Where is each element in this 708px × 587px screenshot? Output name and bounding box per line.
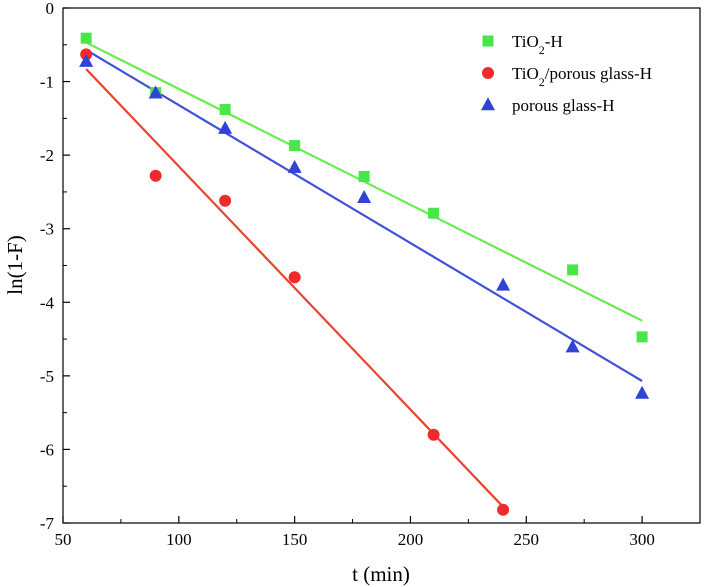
axis-ticks: 50 100 150 200 250 300 0 -1 -2 -3 -4 -5 -6 -7 bbox=[40, 0, 655, 549]
legend-marker-1 bbox=[482, 67, 494, 79]
point-series-2 bbox=[496, 277, 511, 291]
y-tick-label: -3 bbox=[40, 220, 54, 239]
fit-line-series-1 bbox=[85, 68, 504, 508]
y-axis-title: ln(1-F) bbox=[3, 235, 27, 295]
y-tick-label: -7 bbox=[40, 514, 55, 533]
point-series-1 bbox=[427, 428, 440, 441]
legend-marker-2 bbox=[481, 97, 495, 111]
legend-label-0: TiO2-H bbox=[512, 32, 563, 57]
y-tick-label: 0 bbox=[46, 0, 55, 18]
point-series-0 bbox=[289, 140, 301, 152]
point-series-0 bbox=[219, 104, 231, 116]
y-tick-label: -1 bbox=[40, 73, 54, 92]
y-tick-label: -6 bbox=[40, 440, 54, 459]
data-points bbox=[79, 32, 650, 516]
x-axis-title: t (min) bbox=[352, 562, 410, 586]
point-series-2 bbox=[218, 120, 233, 134]
x-tick-label: 200 bbox=[398, 530, 424, 549]
point-series-2 bbox=[148, 85, 163, 99]
point-series-2 bbox=[565, 339, 580, 353]
point-series-0 bbox=[80, 32, 92, 44]
point-series-2 bbox=[287, 159, 302, 173]
plot-frame bbox=[62, 7, 701, 524]
x-tick-label: 300 bbox=[629, 530, 655, 549]
y-tick-label: -2 bbox=[40, 146, 54, 165]
legend-label-2: porous glass-H bbox=[512, 96, 614, 115]
x-tick-label: 50 bbox=[55, 530, 72, 549]
point-series-0 bbox=[636, 331, 648, 343]
point-series-2 bbox=[635, 385, 650, 399]
point-series-0 bbox=[358, 170, 370, 182]
point-series-1 bbox=[149, 169, 162, 182]
x-tick-label: 100 bbox=[166, 530, 192, 549]
point-series-0 bbox=[567, 264, 579, 276]
legend: TiO2-H TiO2/porous glass-H porous glass-H bbox=[481, 32, 652, 115]
fit-line-series-2 bbox=[85, 48, 643, 382]
point-series-1 bbox=[497, 503, 510, 516]
y-tick-label: -5 bbox=[40, 367, 54, 386]
point-series-1 bbox=[219, 194, 232, 207]
point-series-1 bbox=[288, 271, 301, 284]
y-tick-label: -4 bbox=[40, 293, 55, 312]
point-series-0 bbox=[428, 207, 440, 219]
x-tick-label: 150 bbox=[282, 530, 308, 549]
x-tick-label: 250 bbox=[514, 530, 540, 549]
legend-label-1: TiO2/porous glass-H bbox=[512, 64, 652, 89]
legend-marker-0 bbox=[482, 35, 494, 47]
point-series-2 bbox=[79, 53, 94, 67]
point-series-2 bbox=[357, 190, 372, 204]
